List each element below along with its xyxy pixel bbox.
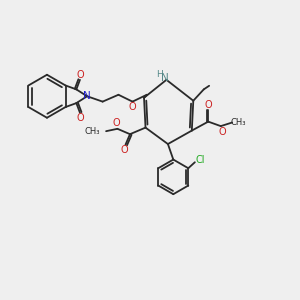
Text: CH₃: CH₃ — [230, 118, 246, 127]
Text: H: H — [157, 70, 163, 79]
Text: O: O — [76, 113, 84, 123]
Text: Cl: Cl — [196, 155, 205, 165]
Text: N: N — [161, 73, 169, 83]
Text: N: N — [83, 91, 91, 101]
Text: O: O — [218, 127, 226, 137]
Text: O: O — [129, 102, 136, 112]
Text: CH₃: CH₃ — [84, 127, 100, 136]
Text: O: O — [76, 70, 84, 80]
Text: O: O — [204, 100, 212, 110]
Text: O: O — [120, 145, 128, 155]
Text: O: O — [112, 118, 120, 128]
